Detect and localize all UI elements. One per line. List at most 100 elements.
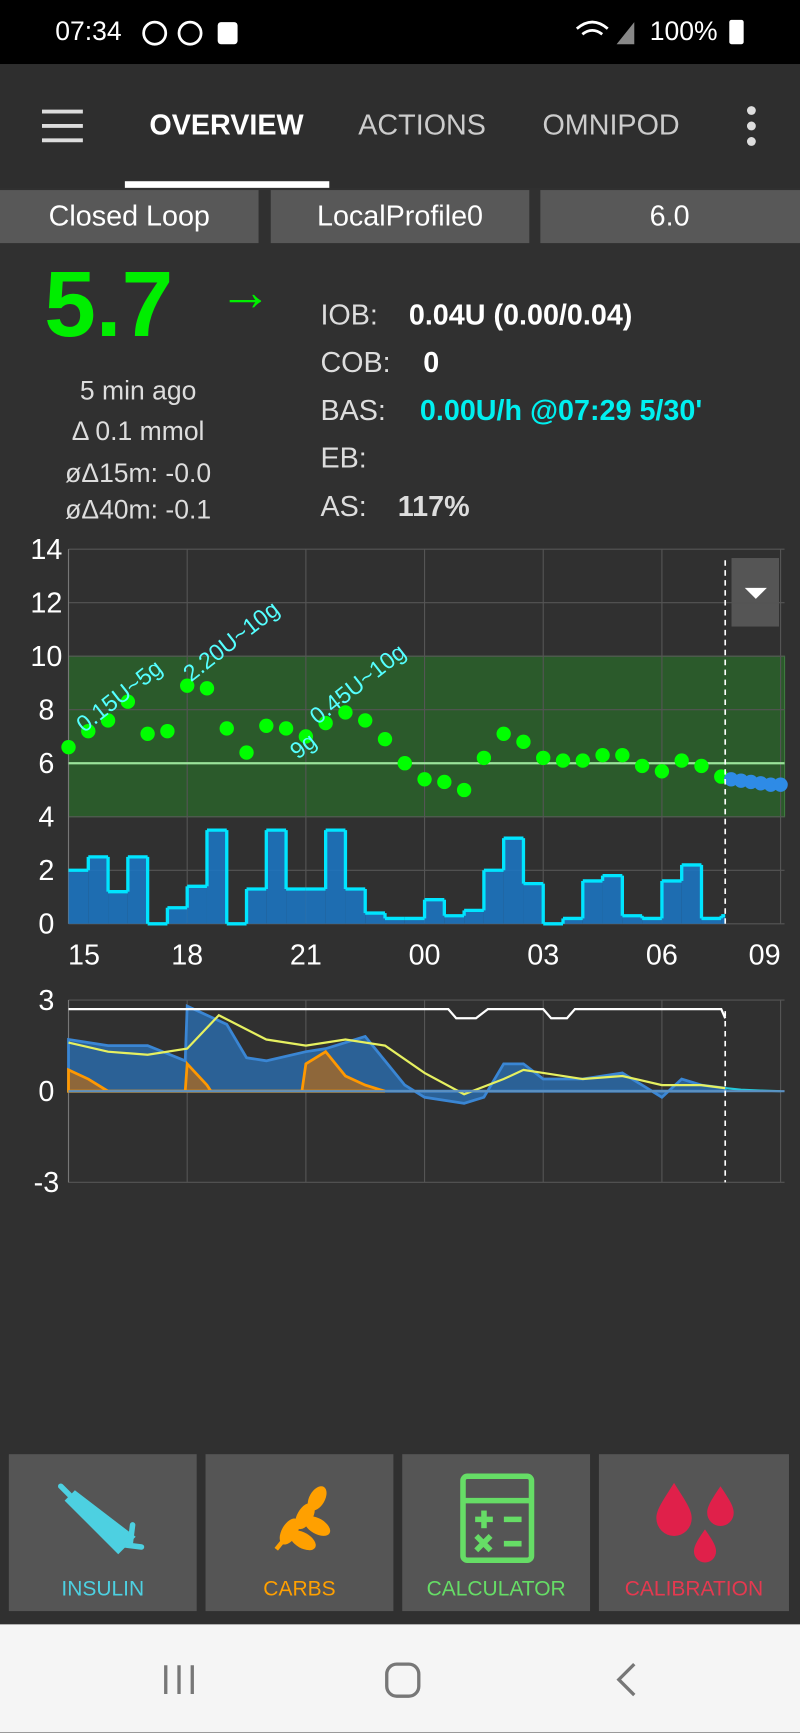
- info-label: COB:: [320, 347, 390, 379]
- line: [68, 1008, 727, 1020]
- menu-button[interactable]: [41, 109, 83, 143]
- carbs-icon: [274, 1486, 331, 1551]
- bg-reading: [417, 772, 432, 787]
- basal-step: [246, 888, 267, 924]
- bg-reading: [694, 758, 709, 774]
- bg-reading: [180, 678, 195, 693]
- y-tick-label: 8: [38, 695, 54, 727]
- bg-reading: [140, 726, 155, 741]
- info-label: EB:: [320, 442, 366, 474]
- y-tick-label: 12: [30, 588, 62, 620]
- action-label: CALIBRATION: [625, 1578, 763, 1601]
- area: [67, 1003, 727, 1105]
- bg-reading: [219, 721, 234, 736]
- bg-delta: Δ 0.1 mmol: [72, 416, 205, 446]
- overflow-menu[interactable]: [746, 106, 756, 146]
- basal-step: [483, 870, 504, 924]
- action-label: CARBS: [263, 1578, 335, 1601]
- target-range: [67, 655, 786, 818]
- bg-reading: [298, 729, 314, 744]
- basal-step: [582, 880, 603, 924]
- x-tick-label: 15: [68, 940, 100, 972]
- bg-reading: [555, 753, 571, 768]
- calibration-button[interactable]: [598, 1454, 789, 1612]
- tab[interactable]: ACTIONS: [358, 110, 486, 142]
- recents-button[interactable]: [164, 1665, 194, 1694]
- calculator-button[interactable]: [402, 1454, 591, 1612]
- basal-step: [523, 883, 544, 924]
- y-tick-label: 0: [38, 1076, 54, 1108]
- bg-reading: [377, 731, 393, 747]
- bg-reading: [437, 774, 452, 790]
- target-button[interactable]: [540, 190, 800, 244]
- info-label: IOB:: [320, 300, 377, 332]
- action-label: CALCULATOR: [427, 1578, 566, 1601]
- info-value: 0.00U/h @07:29 5/30': [420, 395, 702, 427]
- basal-step: [286, 888, 306, 924]
- bg-reading: [476, 750, 492, 766]
- info-label: BAS:: [320, 395, 385, 427]
- y-tick-label: 4: [38, 802, 54, 834]
- basal-step: [108, 891, 128, 924]
- avg-delta-15: øΔ15m: -0.0: [65, 458, 211, 488]
- tab[interactable]: OMNIPOD: [542, 110, 679, 142]
- bg-reading: [496, 726, 511, 741]
- basal-step: [622, 915, 643, 924]
- syringe-icon: [58, 1483, 145, 1555]
- basal-step: [563, 918, 583, 924]
- status-icons: [142, 19, 744, 46]
- tab-indicator: [124, 181, 330, 188]
- bg-reading: [654, 764, 670, 779]
- back-button[interactable]: [616, 1662, 636, 1697]
- basal-step: [503, 838, 524, 924]
- blood-drop-icon: [656, 1482, 734, 1563]
- bg-reading: [763, 777, 778, 792]
- profile-button[interactable]: [270, 190, 530, 244]
- clock: 07:34: [55, 16, 121, 46]
- basal-step: [266, 830, 287, 924]
- home-button[interactable]: [385, 1662, 421, 1698]
- basal-step: [464, 910, 484, 924]
- bg-reading: [674, 753, 689, 768]
- line: [68, 1013, 726, 1096]
- basal-step: [365, 913, 385, 924]
- basal-step: [167, 907, 188, 924]
- bg-reading: [397, 756, 412, 771]
- info-value: 0: [423, 347, 439, 379]
- y-tick-label: -3: [34, 1167, 60, 1199]
- basal-step: [305, 888, 326, 924]
- tab[interactable]: OVERVIEW: [149, 110, 304, 142]
- x-tick-label: 03: [527, 940, 559, 972]
- x-tick-label: 09: [749, 940, 781, 972]
- basal-step: [345, 888, 366, 924]
- basal-step: [681, 864, 702, 924]
- loop-mode-button[interactable]: [0, 190, 259, 244]
- basal-step: [444, 915, 465, 924]
- bg-reading: [259, 718, 274, 733]
- basal-step: [206, 830, 227, 924]
- bg-reading: [81, 723, 96, 739]
- basal-step: [424, 899, 445, 924]
- bg-reading: [160, 723, 175, 739]
- y-tick-label: 14: [30, 534, 62, 566]
- x-tick-label: 18: [171, 940, 203, 972]
- x-tick-label: 21: [290, 940, 322, 972]
- dropdown-arrow: [744, 587, 767, 599]
- toolbar: [0, 64, 800, 188]
- loop-mode: Closed Loop: [49, 200, 210, 232]
- y-tick-label: 6: [38, 748, 54, 780]
- basal-step: [721, 915, 726, 924]
- bg-reading: [575, 753, 590, 768]
- action-label: INSULIN: [61, 1578, 144, 1601]
- bg-reading: [199, 681, 215, 696]
- target-value: 6.0: [650, 200, 690, 232]
- navigation-bar: [0, 1624, 800, 1733]
- bg-reading: [120, 694, 136, 709]
- basal-step: [127, 856, 148, 924]
- bg-reading: [100, 713, 116, 728]
- bg-reading: [773, 777, 788, 792]
- bg-reading: [278, 721, 294, 736]
